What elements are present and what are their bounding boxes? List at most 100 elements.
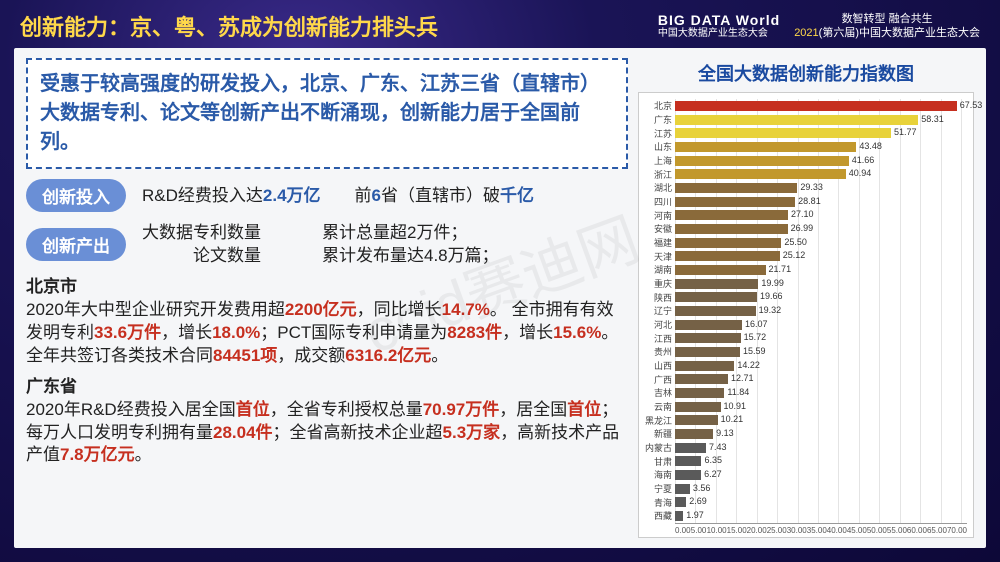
tagline-rest: (第六届)中国大数据产业生态大会	[819, 27, 980, 39]
header: 创新能力：京、粤、苏成为创新能力排头兵 BIG DATA World 中国大数据…	[0, 0, 1000, 48]
bar-value: 43.48	[859, 141, 882, 151]
bar-row: 江西15.72	[641, 332, 967, 345]
bar-row: 山西14.22	[641, 359, 967, 372]
bar-value: 51.77	[894, 127, 917, 137]
chart-title: 全国大数据创新能力指数图	[638, 60, 974, 86]
bar-label: 内蒙古	[641, 441, 675, 454]
v: 2.4万亿	[263, 186, 321, 205]
bar-value: 27.10	[791, 209, 814, 219]
bar-label: 安徽	[641, 222, 675, 235]
bar-row: 宁夏 3.56	[641, 482, 967, 495]
bar-fill	[675, 415, 718, 425]
bar-row: 湖南 21.71	[641, 263, 967, 276]
bar-fill	[675, 156, 849, 166]
bar-label: 湖南	[641, 263, 675, 276]
page-title: 创新能力：京、粤、苏成为创新能力排头兵	[20, 10, 438, 42]
tagline-year: 2021	[794, 27, 818, 39]
bar-value: 29.33	[800, 182, 823, 192]
bar-value: 19.32	[759, 305, 782, 315]
bar-row: 黑龙江10.21	[641, 414, 967, 427]
bar-value: 26.99	[791, 223, 814, 233]
bar-row: 吉林 11.84	[641, 386, 967, 399]
bar-fill	[675, 265, 766, 275]
bar-value: 25.50	[784, 237, 807, 247]
bar-fill	[675, 238, 781, 248]
bar-row: 福建 25.50	[641, 236, 967, 249]
summary-box: 受惠于较高强度的研发投入，北京、广东、江苏三省（直辖市）大数据专利、论文等创新产…	[26, 58, 628, 169]
bar-value: 12.71	[731, 373, 754, 383]
bar-value: 15.59	[743, 346, 766, 356]
bar-value: 19.99	[761, 278, 784, 288]
bar-row: 河南 27.10	[641, 209, 967, 222]
bar-row: 河北 16.07	[641, 318, 967, 331]
bar-label: 青海	[641, 496, 675, 509]
prov-text: 2020年R&D经费投入居全国首位，全省专利授权总量70.97万件，居全国首位；…	[26, 399, 628, 468]
beijing-block: 北京市 2020年大中型企业研究开发费用超2200亿元，同比增长14.7%。 全…	[26, 276, 628, 368]
bar-fill	[675, 374, 728, 384]
prov-text: 2020年大中型企业研究开发费用超2200亿元，同比增长14.7%。 全市拥有有…	[26, 299, 628, 368]
bar-label: 天津	[641, 250, 675, 263]
bar-value: 7.43	[709, 442, 727, 452]
t: 论文数量	[193, 246, 261, 265]
bar-row: 贵州15.59	[641, 345, 967, 358]
bar-fill	[675, 443, 706, 453]
bar-row: 辽宁19.32	[641, 304, 967, 317]
tagline-2: 2021(第六届)中国大数据产业生态大会	[794, 26, 980, 40]
invest-pill: 创新投入	[26, 179, 126, 212]
bar-fill	[675, 251, 780, 261]
prov-name: 广东省	[26, 376, 628, 399]
bar-fill	[675, 292, 757, 302]
bar-fill	[675, 333, 741, 343]
bar-label: 山东	[641, 140, 675, 153]
bar-value: 10.91	[724, 401, 747, 411]
bar-value: 19.66	[760, 291, 783, 301]
bar-fill	[675, 484, 690, 494]
bar-row: 上海41.66	[641, 154, 967, 167]
bar-value: 40.94	[849, 168, 872, 178]
invest-text: R&D经费投入达2.4万亿 前6省（直辖市）破千亿	[142, 184, 534, 208]
t: R&D经费投入达	[142, 186, 263, 205]
bar-fill	[675, 388, 724, 398]
t: 大数据	[142, 223, 193, 242]
bar-label: 海南	[641, 468, 675, 481]
bar-value: 10.21	[721, 414, 744, 424]
bar-label: 宁夏	[641, 482, 675, 495]
chart-axis: 0.005.0010.0015.0020.0025.0030.0035.0040…	[675, 523, 967, 535]
bar-fill	[675, 183, 797, 193]
bar-value: 41.66	[852, 155, 875, 165]
t: 专利数量	[193, 223, 261, 242]
bar-value: 21.71	[769, 264, 792, 274]
logo-big: BIG DATA World	[658, 13, 780, 28]
bar-label: 吉林	[641, 386, 675, 399]
bar-row: 海南6.27	[641, 468, 967, 481]
bar-row: 山东 43.48	[641, 140, 967, 153]
bar-value: 11.84	[727, 387, 749, 397]
bar-row: 西藏1.97	[641, 509, 967, 522]
bar-label: 湖北	[641, 181, 675, 194]
bar-label: 河北	[641, 318, 675, 331]
bar-value: 6.35	[704, 455, 722, 465]
bar-fill	[675, 456, 701, 466]
t: 累计总量超2万件；	[322, 223, 467, 242]
chart-bars: 北京67.53广东58.31江苏51.77山东43.48上海41.66浙江40.…	[641, 99, 967, 523]
v: 6	[372, 186, 381, 205]
bar-label: 福建	[641, 236, 675, 249]
bar-row: 云南10.91	[641, 400, 967, 413]
bar-value: 25.12	[783, 250, 806, 260]
bar-fill	[675, 101, 957, 111]
output-text: 大数据专利数量 大数据论文数量 累计总量超2万件； 累计发布量达4.8万篇；	[142, 222, 499, 268]
bar-label: 江西	[641, 332, 675, 345]
bar-fill	[675, 511, 683, 521]
bar-value: 16.07	[745, 319, 768, 329]
bar-row: 广东58.31	[641, 113, 967, 126]
t: 累计发布量达4.8万篇；	[322, 246, 499, 265]
bar-label: 新疆	[641, 427, 675, 440]
bar-fill	[675, 347, 740, 357]
bar-value: 28.81	[798, 196, 821, 206]
bar-label: 重庆	[641, 277, 675, 290]
bar-value: 3.56	[693, 483, 711, 493]
bar-value: 2.69	[689, 496, 707, 506]
bar-row: 新疆9.13	[641, 427, 967, 440]
bar-label: 河南	[641, 209, 675, 222]
bar-row: 陕西19.66	[641, 291, 967, 304]
